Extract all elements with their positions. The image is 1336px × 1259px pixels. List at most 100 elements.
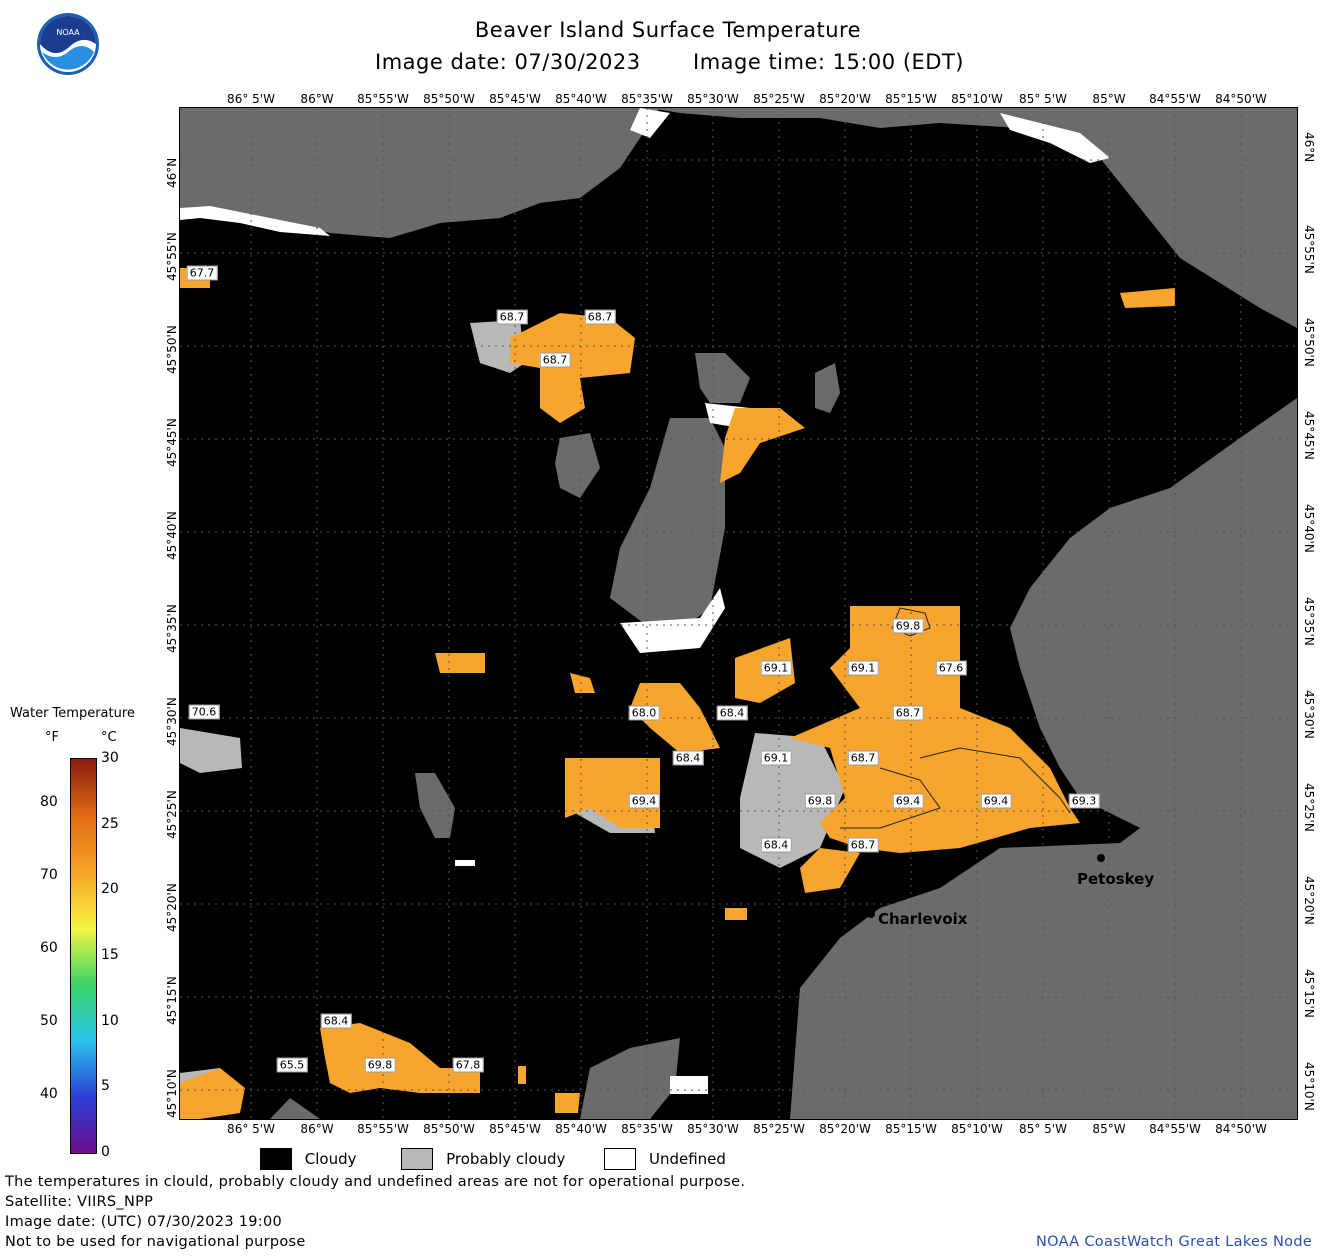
lon-label: 86° 5'W (227, 1122, 275, 1136)
legend-unit-f: °F (45, 730, 59, 745)
noaa-logo-text: NOAA (56, 28, 80, 37)
south-fox-shore (580, 1038, 680, 1119)
lat-label: 45°40'N (1302, 504, 1316, 553)
noaa-logo: NOAA (36, 12, 100, 76)
legend-f-tick: 50 (40, 1012, 58, 1029)
temp-label: 69.8 (892, 618, 924, 634)
undefined-label: Undefined (648, 1149, 726, 1168)
legend-title: Water Temperature (10, 706, 135, 721)
legend-colorbar (70, 758, 97, 1154)
category-legend: Cloudy Probably cloudy Undefined (260, 1148, 726, 1170)
temp-label: 69.3 (1068, 793, 1100, 809)
lat-label: 46°N (165, 157, 179, 188)
lon-label: 85°55'W (357, 1122, 409, 1136)
lat-label: 45°40'N (165, 511, 179, 560)
probably-cloudy-label: Probably cloudy (446, 1149, 566, 1168)
lat-label: 45°20'N (165, 883, 179, 932)
temp-label: 69.1 (847, 660, 879, 676)
temp-label: 68.4 (760, 837, 792, 853)
temp-label: 69.4 (980, 793, 1012, 809)
image-date: Image date: 07/30/2023 (375, 50, 641, 74)
footer-nav-warning: Not to be used for navigational purpose (5, 1234, 306, 1250)
high-island (555, 433, 600, 498)
temp-label: 69.8 (804, 793, 836, 809)
lon-label: 85°40'W (555, 92, 607, 106)
lon-label: 85°10'W (951, 1122, 1003, 1136)
footer-note: The temperatures in clould, probably clo… (5, 1174, 746, 1190)
legend-f-tick: 80 (40, 793, 58, 810)
legend-c-tick: 0 (101, 1144, 110, 1160)
lat-label: 45°55'N (1302, 225, 1316, 274)
land-lower-peninsula (790, 398, 1297, 1119)
footer-credit: NOAA CoastWatch Great Lakes Node (1036, 1234, 1313, 1250)
temp-label: 68.7 (584, 309, 616, 325)
temp-label: 69.8 (364, 1057, 396, 1073)
lon-label: 85°35'W (621, 92, 673, 106)
legend-c-tick: 15 (101, 947, 119, 963)
lon-label: 85°30'W (687, 1122, 739, 1136)
map-panel[interactable]: 67.7 68.7 68.7 68.7 69.8 69.1 69.1 67.6 … (180, 108, 1297, 1119)
lat-label: 45°30'N (165, 697, 179, 746)
cloudy-swatch (260, 1148, 292, 1170)
lon-label: 84°55'W (1149, 92, 1201, 106)
legend-c-tick: 25 (101, 815, 119, 832)
lat-label: 45°35'N (1302, 597, 1316, 646)
land-sw (270, 1098, 320, 1119)
legend-c-tick: 10 (101, 1012, 119, 1029)
lat-label: 45°10'N (165, 1069, 179, 1118)
cloudy-label: Cloudy (304, 1149, 357, 1168)
temp-label: 68.7 (892, 705, 924, 721)
lon-label: 84°50'W (1215, 1122, 1267, 1136)
lon-label: 85°30'W (687, 92, 739, 106)
temp-label: 69.4 (628, 793, 660, 809)
lat-label: 45°15'N (165, 976, 179, 1025)
legend-f-tick: 60 (40, 939, 58, 956)
temp-label: 67.8 (452, 1057, 484, 1073)
lon-label: 85°15'W (885, 1122, 937, 1136)
temp-label: 68.7 (847, 750, 879, 766)
lat-label: 45°25'N (165, 790, 179, 839)
lon-label: 85°25'W (753, 92, 805, 106)
legend-unit-c: °C (101, 730, 117, 745)
lon-label: 85° 5'W (1019, 1122, 1067, 1136)
trout-island (415, 773, 455, 838)
map-svg (180, 108, 1297, 1119)
legend-c-tick: 5 (101, 1078, 110, 1095)
image-time: Image time: 15:00 (EDT) (693, 50, 964, 74)
temp-label: 65.5 (276, 1057, 308, 1073)
temp-label: 68.7 (496, 309, 528, 325)
lon-label: 85°20'W (819, 1122, 871, 1136)
legend-f-tick: 70 (40, 866, 58, 883)
lat-label: 45°45'N (1302, 411, 1316, 460)
lon-label: 86°W (300, 1122, 334, 1136)
lon-label: 85°W (1092, 1122, 1126, 1136)
lat-label: 45°30'N (1302, 690, 1316, 739)
lat-label: 45°15'N (1302, 969, 1316, 1018)
lon-label: 85°W (1092, 92, 1126, 106)
lon-label: 85°45'W (489, 92, 541, 106)
lon-label: 85°50'W (423, 1122, 475, 1136)
lat-label: 45°50'N (1302, 318, 1316, 367)
lon-label: 85°20'W (819, 92, 871, 106)
lon-label: 85°40'W (555, 1122, 607, 1136)
temp-label: 70.6 (188, 704, 220, 720)
lon-label: 85°25'W (753, 1122, 805, 1136)
lon-label: 86° 5'W (227, 92, 275, 106)
lat-label: 45°10'N (1302, 1062, 1316, 1111)
temp-label: 69.1 (760, 660, 792, 676)
footer-satellite: Satellite: VIIRS_NPP (5, 1194, 154, 1210)
lon-label: 85° 5'W (1019, 92, 1067, 106)
lon-label: 85°35'W (621, 1122, 673, 1136)
lat-label: 46°N (1302, 132, 1316, 163)
lat-label: 45°25'N (1302, 783, 1316, 832)
temp-label: 67.7 (186, 265, 218, 281)
temp-label: 69.4 (892, 793, 924, 809)
legend-c-tick: 30 (101, 750, 119, 766)
hog-island (815, 363, 840, 413)
lat-label: 45°55'N (165, 232, 179, 281)
temp-label: 68.4 (716, 705, 748, 721)
lon-label: 85°15'W (885, 92, 937, 106)
lat-label: 45°45'N (165, 418, 179, 467)
lat-label: 45°20'N (1302, 876, 1316, 925)
lon-label: 86°W (300, 92, 334, 106)
